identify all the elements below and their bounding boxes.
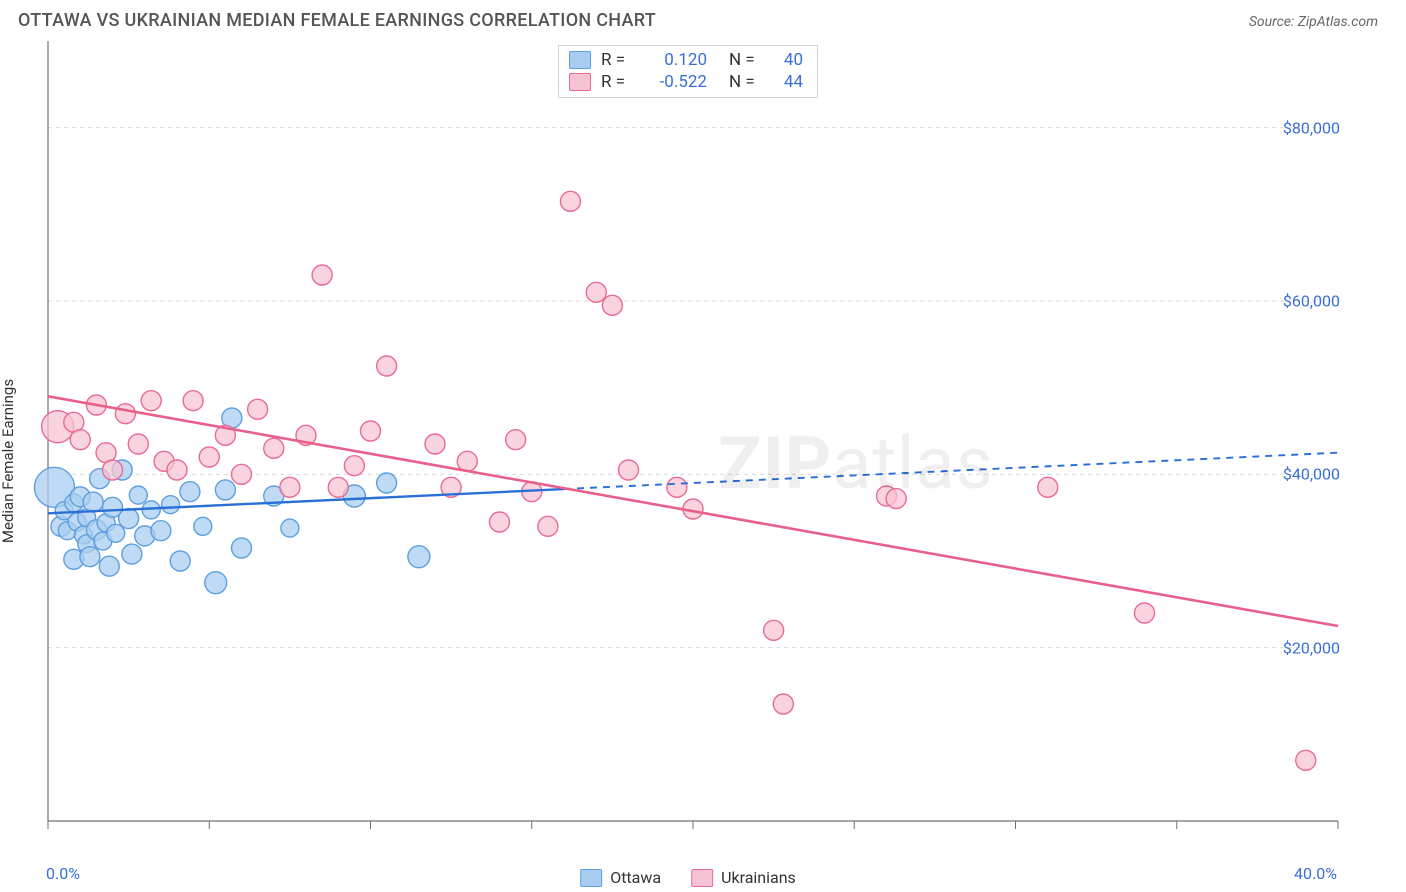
y-axis-title: Median Female Earnings <box>0 379 17 543</box>
y-tick-label: $80,000 <box>1283 118 1340 137</box>
legend-r-value: 0.120 <box>641 50 707 70</box>
legend-swatch <box>569 51 591 69</box>
legend-swatch <box>580 869 602 887</box>
y-tick-label: $60,000 <box>1283 292 1340 311</box>
legend-n-value: 40 <box>769 50 803 70</box>
legend-swatch <box>569 73 591 91</box>
legend-series: Ottawa Ukrainians <box>580 868 796 887</box>
chart-title: OTTAWA VS UKRAINIAN MEDIAN FEMALE EARNIN… <box>18 10 656 31</box>
legend-label: Ukrainians <box>721 868 796 887</box>
legend-stat-row: R = -0.522 N = 44 <box>569 71 803 93</box>
legend-r-label: R = <box>601 72 631 92</box>
legend-r-label: R = <box>601 50 631 70</box>
scatter-plot <box>18 41 1358 847</box>
x-tick-label: 40.0% <box>1294 864 1337 883</box>
legend-r-value: -0.522 <box>641 72 707 92</box>
legend-n-value: 44 <box>769 72 803 92</box>
chart-header: OTTAWA VS UKRAINIAN MEDIAN FEMALE EARNIN… <box>0 0 1406 37</box>
y-tick-label: $40,000 <box>1283 465 1340 484</box>
source-attribution: Source: ZipAtlas.com <box>1249 14 1378 30</box>
legend-label: Ottawa <box>610 868 661 887</box>
legend-correlation: R = 0.120 N = 40 R = -0.522 N = 44 <box>558 45 818 98</box>
legend-n-label: N = <box>729 72 759 92</box>
legend-item: Ottawa <box>580 868 661 887</box>
y-tick-label: $20,000 <box>1283 638 1340 657</box>
chart-area: Median Female Earnings ZIPatlas R = 0.12… <box>18 41 1358 881</box>
legend-item: Ukrainians <box>691 868 796 887</box>
legend-swatch <box>691 869 713 887</box>
legend-n-label: N = <box>729 50 759 70</box>
x-tick-label: 0.0% <box>46 864 80 883</box>
legend-stat-row: R = 0.120 N = 40 <box>569 49 803 71</box>
